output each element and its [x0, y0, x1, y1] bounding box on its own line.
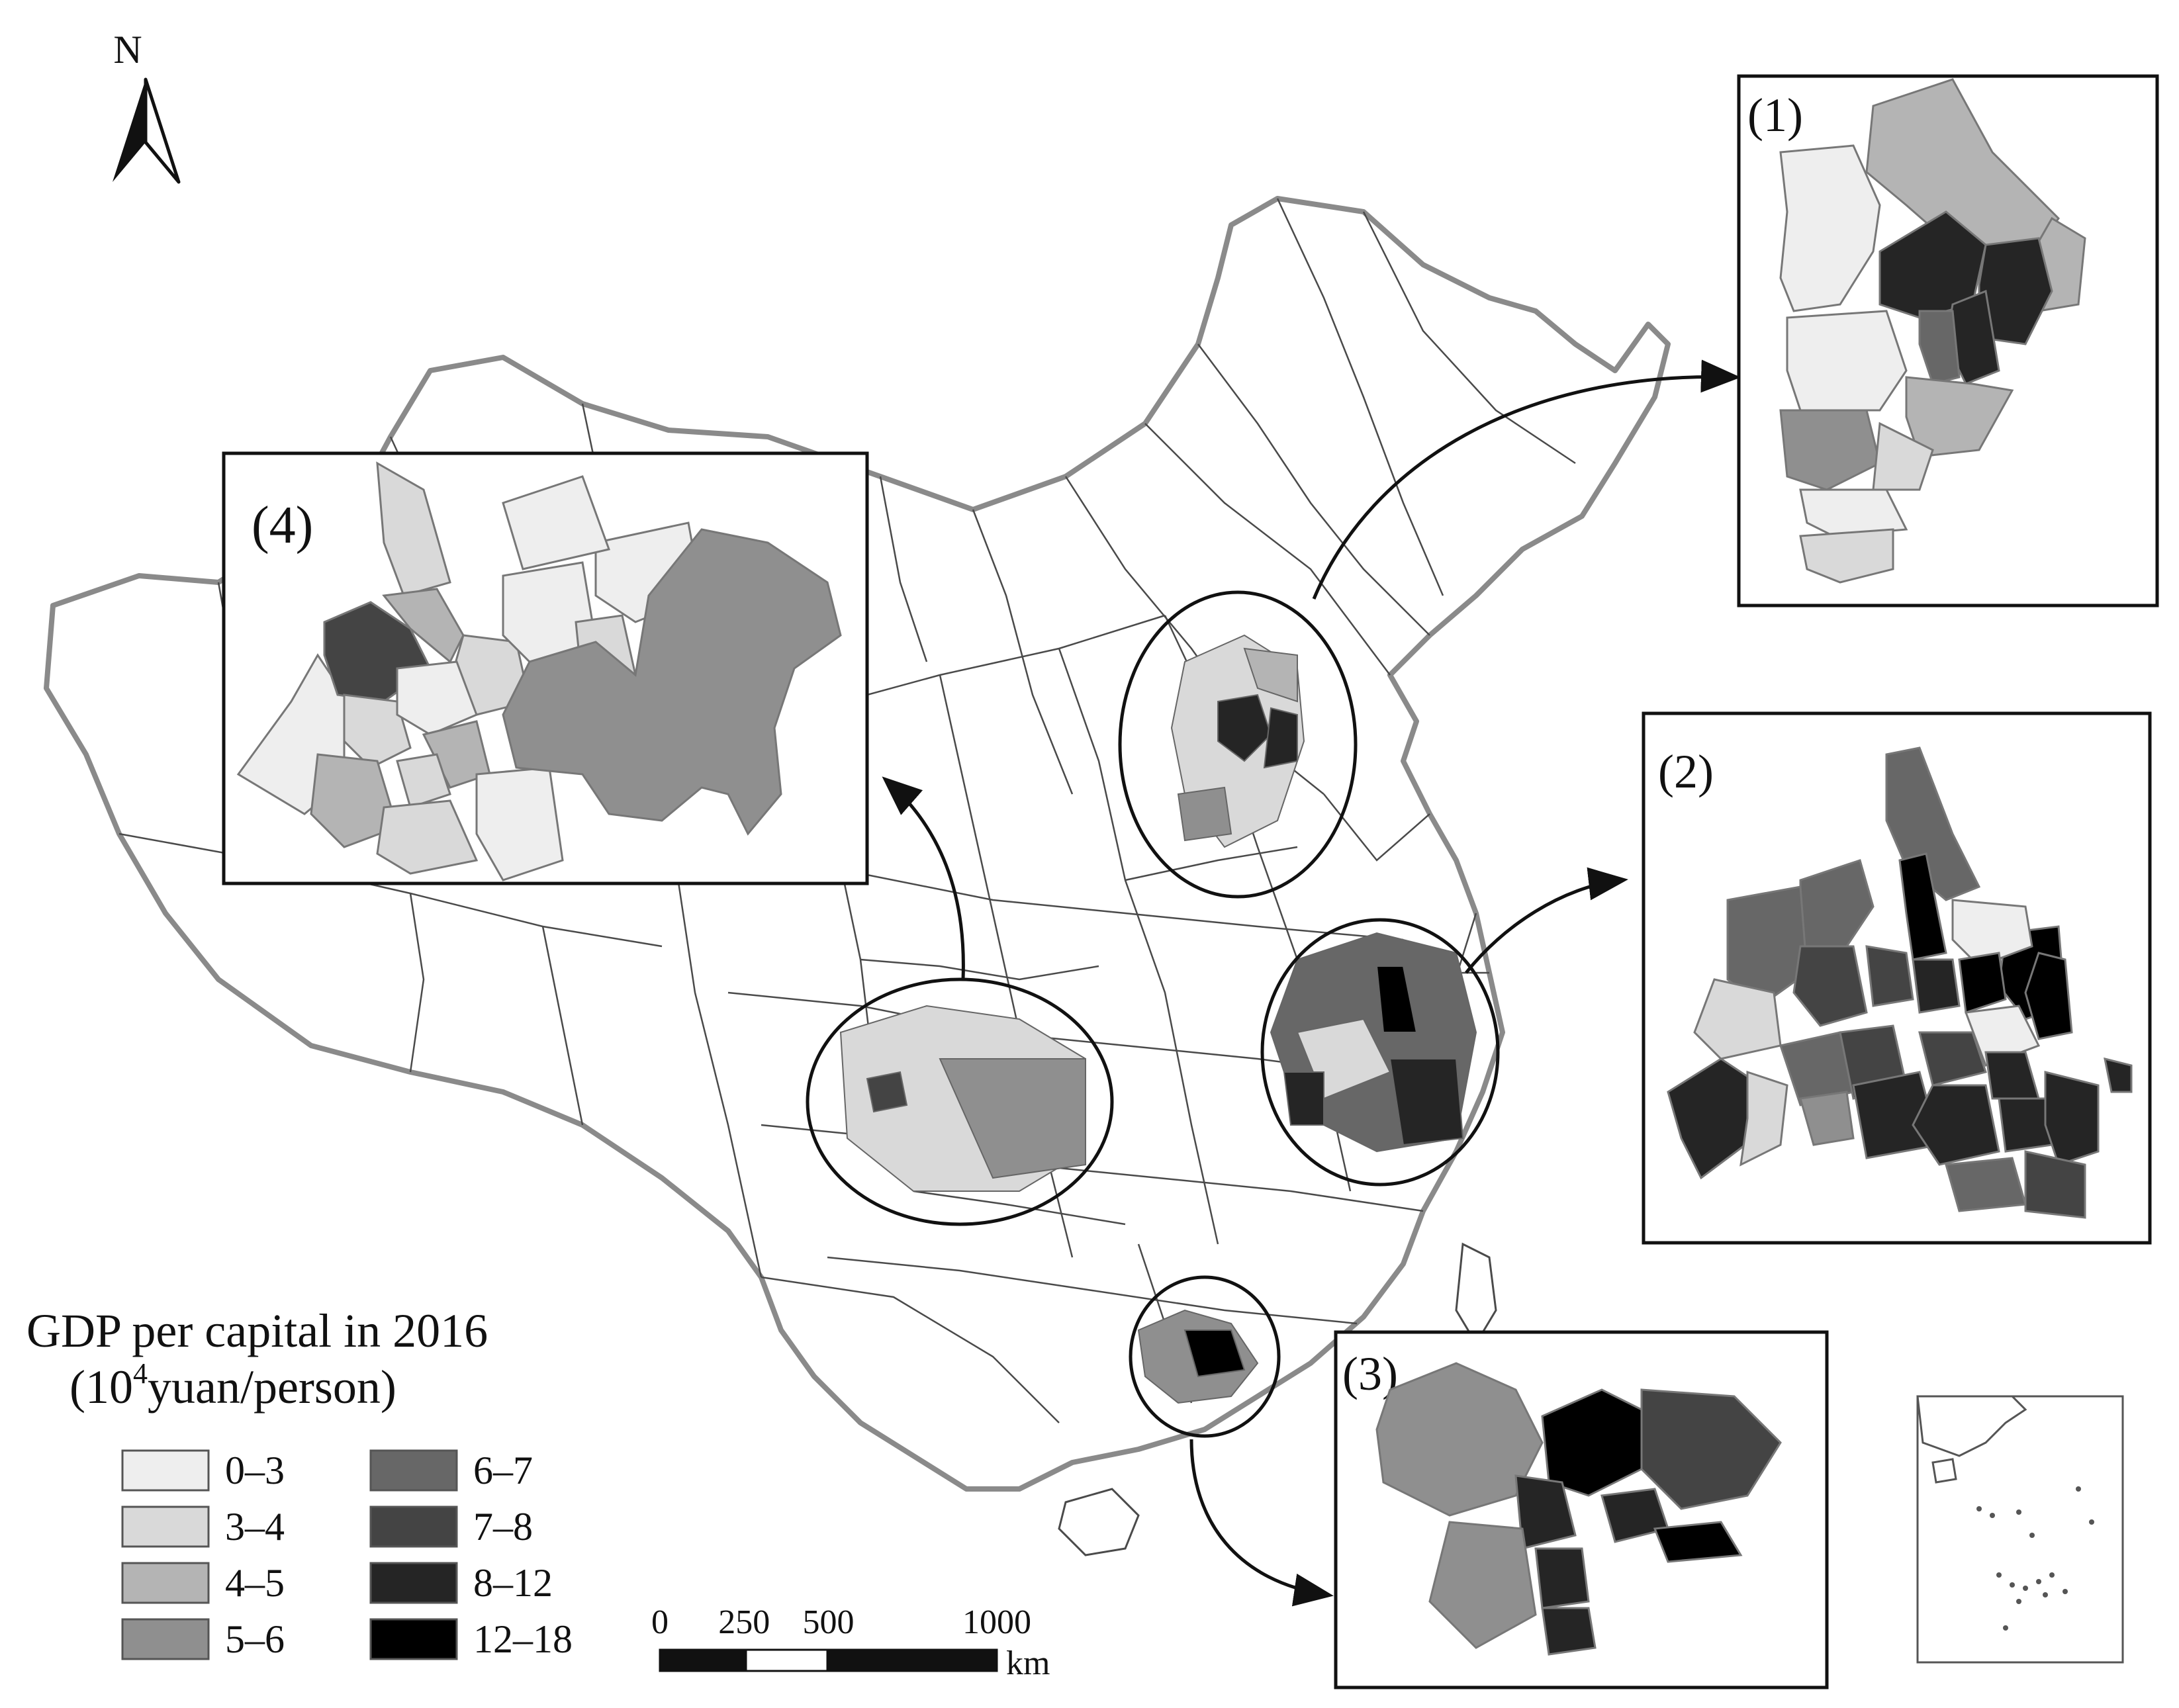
- region-jiangmen: [1428, 1521, 1537, 1649]
- arrow-to-inset-4: [882, 776, 965, 980]
- legend-label: 0–3: [225, 1449, 285, 1492]
- legend-swatch: [121, 1506, 210, 1548]
- region-shaoxing: [1998, 1097, 2053, 1153]
- taiwan-island: [1455, 1242, 1497, 1345]
- inset-3: (3): [1334, 1330, 1829, 1689]
- legend-label: 4–5: [225, 1561, 285, 1605]
- region-chuzhou: [1726, 885, 1808, 1007]
- inset-2: (2): [1642, 711, 2152, 1245]
- legend-items: 0–3 3–4 4–5 5–6 6–7 7–8 8–12 12–18: [121, 1449, 573, 1661]
- region-meishan: [343, 694, 412, 769]
- region-zhaoqing: [1375, 1362, 1544, 1517]
- region-ziyang: [396, 660, 478, 736]
- scale-tick-label: 500: [803, 1603, 855, 1641]
- chengdu-chongqing-mini: [839, 1005, 1086, 1192]
- region-baoding: [1786, 310, 1908, 412]
- hainan-island: [1058, 1488, 1140, 1556]
- inset-2-label: (2): [1658, 745, 1714, 798]
- region-taizhou-js: [1951, 899, 2033, 967]
- region-huizhou: [1640, 1388, 1782, 1510]
- pearl-delta-mini: [1137, 1309, 1259, 1404]
- region-chizhou: [1739, 1070, 1788, 1167]
- legend-label: 5–6: [225, 1617, 285, 1661]
- region-nanjing: [1792, 945, 1868, 1027]
- region-shenzhen: [1653, 1521, 1743, 1563]
- region-hefei: [1693, 978, 1782, 1060]
- region-zhenjiang: [1865, 945, 1914, 1007]
- region-foshan: [1514, 1474, 1577, 1550]
- legend-swatch: [369, 1618, 458, 1660]
- legend-label: 6–7: [473, 1449, 533, 1492]
- region-yibin: [376, 799, 479, 875]
- region-zhongshan: [1534, 1547, 1590, 1609]
- legend: GDP per capital in 2016 (104yuan/person)…: [26, 1304, 573, 1661]
- yangtze-delta-mini: [1270, 932, 1477, 1153]
- legend-label: 3–4: [225, 1505, 285, 1549]
- legend-swatch: [369, 1449, 458, 1492]
- north-label: N: [113, 28, 142, 71]
- scale-bar: 0 250 500 1000 km: [651, 1603, 1050, 1682]
- scale-tick-label: 1000: [962, 1603, 1031, 1641]
- legend-swatch: [369, 1506, 458, 1548]
- legend-swatch: [369, 1562, 458, 1604]
- north-arrow: N: [113, 28, 181, 184]
- region-chongqing: [502, 528, 842, 836]
- region-cangzhou: [1905, 376, 2014, 458]
- circle-region-1: [1118, 590, 1358, 899]
- region-shijiazhuang: [1779, 409, 1881, 491]
- inset-4: (4): [222, 451, 869, 885]
- legend-label: 12–18: [473, 1617, 573, 1661]
- region-taizhou-zj: [2024, 1150, 2086, 1219]
- scale-tick-label: 250: [718, 1603, 770, 1641]
- scale-unit: km: [1006, 1644, 1050, 1682]
- region-hengshui: [1872, 422, 1934, 491]
- region-changzhou: [1912, 958, 1961, 1014]
- region-shanghai: [2024, 952, 2073, 1040]
- arrow-to-inset-1: [1312, 359, 1741, 600]
- legend-swatch: [121, 1449, 210, 1492]
- region-huzhou: [1918, 1031, 1987, 1087]
- region-zigong: [396, 753, 451, 809]
- region-wuxi: [1958, 952, 2007, 1014]
- inset-1-label: (1): [1747, 89, 1803, 142]
- region-jinhua: [1945, 1157, 2027, 1212]
- region-handan: [1799, 528, 1894, 584]
- arrow-to-inset-3: [1189, 1439, 1334, 1607]
- region-hangzhou: [1912, 1084, 2000, 1166]
- inset-4-label: (4): [252, 496, 313, 555]
- region-ningbo: [2044, 1071, 2100, 1166]
- region-mianyang: [376, 461, 451, 597]
- region-yangzhou: [1898, 852, 1947, 961]
- region-leshan: [310, 753, 398, 848]
- beijing-tianjin-hebei-mini: [1170, 634, 1305, 848]
- legend-label: 8–12: [473, 1561, 553, 1605]
- region-zhuhai: [1541, 1607, 1597, 1656]
- inset-1: (1): [1737, 74, 2159, 607]
- legend-swatch: [121, 1618, 210, 1660]
- region-tangshan: [1978, 237, 2053, 345]
- south-china-sea-inset: [1916, 1395, 2124, 1664]
- arrow-to-inset-2: [1465, 867, 1628, 974]
- legend-unit: (104yuan/person): [70, 1357, 396, 1414]
- region-bazhong: [502, 475, 610, 570]
- region-zhoushan: [2104, 1057, 2133, 1093]
- circle-region-4: [806, 977, 1114, 1226]
- legend-label: 7–8: [473, 1505, 533, 1549]
- circle-region-3: [1129, 1275, 1281, 1438]
- region-tongling: [1799, 1091, 1855, 1146]
- region-deyang: [382, 588, 465, 664]
- legend-title: GDP per capital in 2016: [26, 1304, 488, 1357]
- legend-swatch: [121, 1562, 210, 1604]
- region-suzhou: [1964, 1005, 2041, 1067]
- scale-tick-label: 0: [651, 1603, 669, 1641]
- scale-tick-labels: 0 250 500 1000: [651, 1603, 1031, 1641]
- circle-region-2: [1260, 918, 1500, 1187]
- region-zhangjiakou: [1779, 144, 1881, 312]
